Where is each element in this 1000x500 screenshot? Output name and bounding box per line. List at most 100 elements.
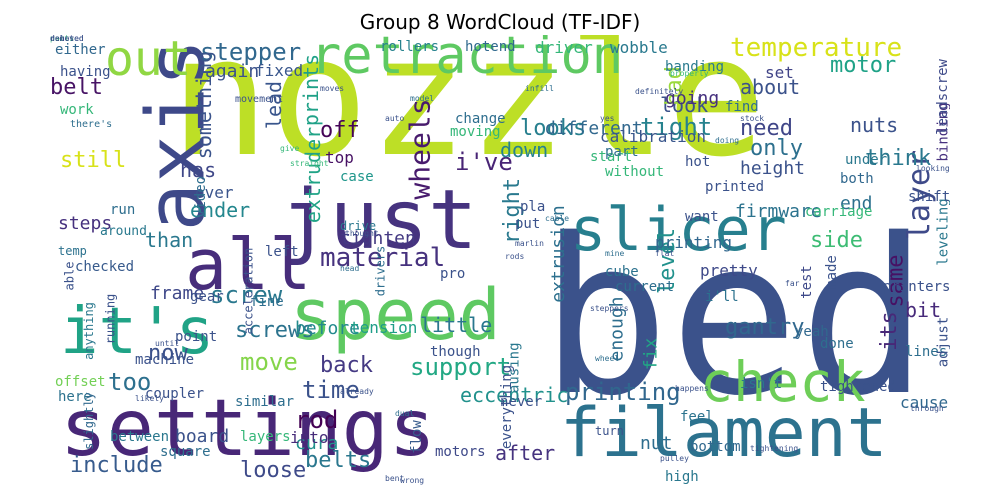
word-doing: doing <box>715 136 740 145</box>
word-support: support <box>410 353 512 381</box>
word-through: through <box>910 404 944 413</box>
word-screw: screw <box>210 281 283 309</box>
word-wheels: wheels <box>403 98 437 200</box>
word-ender: ender <box>190 198 251 222</box>
word-retraction: retraction <box>310 35 624 86</box>
word-already: already <box>340 387 374 396</box>
word-drive: drive <box>340 219 377 233</box>
word-prints: prints <box>299 53 324 127</box>
word-parts: parts <box>50 35 75 43</box>
word-square: square <box>160 444 211 460</box>
word-gear: gear <box>190 289 224 305</box>
word-eccentric: eccentric <box>460 383 569 407</box>
word-hotend: hotend <box>465 39 516 55</box>
word-tight: tight <box>640 113 713 141</box>
word-lead: lead <box>262 80 287 130</box>
word-leveling: leveling <box>935 198 950 266</box>
word-anything: anything <box>81 302 96 360</box>
word-yes: yes <box>600 114 615 123</box>
word-different: different <box>545 118 643 139</box>
word-too: too <box>108 368 152 396</box>
word-find: find <box>725 99 759 115</box>
word-printers: printers <box>883 279 950 295</box>
word-tension: tension <box>350 318 418 337</box>
word-cura: cura <box>295 433 339 454</box>
word-fixed: fixed <box>255 61 304 80</box>
word-motor: motor <box>830 53 897 78</box>
word-after: after <box>495 441 556 465</box>
word-stepper: stepper <box>200 38 302 66</box>
word-under: under <box>845 152 888 168</box>
word-acceleration: acceleration <box>241 247 256 335</box>
word-drivers: drivers <box>373 245 388 297</box>
word-bed: bed <box>540 192 929 443</box>
word-end: end <box>840 193 873 214</box>
word-off: off <box>320 118 360 143</box>
word-banding: banding <box>665 59 725 75</box>
word-causing: causing <box>506 342 523 402</box>
word-looks: looks <box>520 116 587 141</box>
word-definitely: definitely <box>635 87 684 96</box>
word-moving: moving <box>450 124 501 140</box>
word-either: either <box>55 42 106 58</box>
word-coupler: coupler <box>145 386 205 402</box>
word-rollers: rollers <box>380 39 440 55</box>
word-need: need <box>740 116 793 141</box>
word-point: point <box>175 329 218 345</box>
word-steppers: steppers <box>590 304 629 313</box>
word-there-s: there's <box>70 119 113 130</box>
word-board: board <box>175 426 230 447</box>
word-wobble: wobble <box>610 38 668 57</box>
word-want: want <box>685 209 719 225</box>
word-turn: turn <box>595 424 624 438</box>
word-set: set <box>765 63 794 82</box>
word-able: able <box>62 261 77 291</box>
word-time: time <box>302 376 360 404</box>
word-i-ve: i've <box>455 148 513 176</box>
word-running: running <box>103 293 118 345</box>
word-both: both <box>840 171 874 187</box>
word-stock: stock <box>740 114 765 123</box>
word-cloud: nozzle bed settings axis filament just it's spe… <box>50 35 950 485</box>
word-lines: lines <box>905 344 948 360</box>
word-bit: bit <box>905 298 942 322</box>
chart-title: Group 8 WordCloud (TF-IDF) <box>359 10 641 34</box>
word-tightened: tightened <box>820 379 896 395</box>
word-pulley: pulley <box>660 454 689 463</box>
word-look: look <box>660 93 709 117</box>
word-nuts: nuts <box>850 113 899 137</box>
word-pla: pla <box>520 199 546 215</box>
word-fine: fine <box>250 294 284 310</box>
word-moves: moves <box>320 84 345 93</box>
word-change: change <box>455 111 506 127</box>
word-over: over <box>195 183 234 202</box>
word-still: still <box>60 148 127 173</box>
word-flat: flat <box>655 249 675 258</box>
word-run: run <box>110 202 136 218</box>
word-removed: removed <box>50 35 84 43</box>
word-driver: driver <box>535 38 593 57</box>
word-it-s: it's <box>60 295 215 369</box>
word-top: top <box>325 148 354 167</box>
word-pro: pro <box>440 266 466 282</box>
word-nozzle: nozzle <box>170 35 767 193</box>
word-around: around <box>100 224 147 239</box>
word-again: again <box>205 61 260 82</box>
word-adjust: adjust <box>934 316 950 368</box>
word-steps: steps <box>58 213 113 234</box>
word-calibration: calibration <box>600 127 706 146</box>
word-pretty: pretty <box>700 261 758 280</box>
word-firmware: firmware <box>735 201 822 222</box>
word-looking: looking <box>916 164 950 173</box>
word-temperature: temperature <box>730 35 903 63</box>
word-having: having <box>60 64 111 80</box>
word-think: think <box>865 146 932 171</box>
word-start: start <box>590 149 633 165</box>
word-belt: belt <box>50 75 103 100</box>
word-wrong: wrong <box>400 476 425 485</box>
word-its: its <box>876 311 902 351</box>
word-has: has <box>180 158 217 182</box>
word-frame: frame <box>150 283 205 304</box>
word-motors: motors <box>435 444 486 460</box>
word-speed: speed <box>290 274 501 356</box>
